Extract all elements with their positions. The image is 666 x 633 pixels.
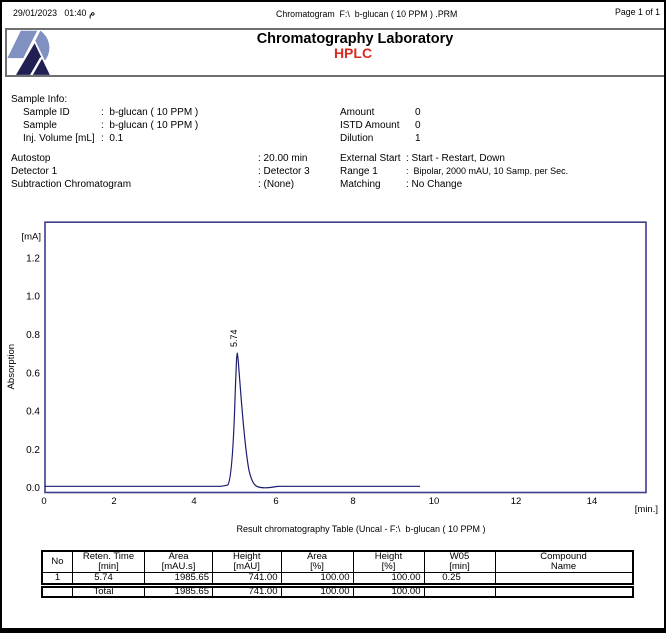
svg-text:0.4: 0.4: [26, 407, 40, 418]
svg-text:12: 12: [511, 496, 522, 507]
svg-text:Absorption: Absorption: [6, 344, 17, 389]
svg-text:0: 0: [41, 496, 46, 507]
svg-text:8: 8: [350, 496, 355, 507]
svg-text:1.0: 1.0: [26, 292, 40, 303]
svg-text:1.2: 1.2: [26, 253, 40, 264]
svg-text:5.74: 5.74: [229, 329, 239, 347]
svg-text:0.2: 0.2: [26, 445, 40, 456]
svg-text:[min.]: [min.]: [635, 504, 658, 515]
svg-text:0.6: 0.6: [26, 368, 40, 379]
svg-text:4: 4: [191, 496, 196, 507]
svg-text:6: 6: [273, 496, 278, 507]
svg-text:0.8: 0.8: [26, 330, 40, 341]
svg-text:[mA]: [mA]: [21, 232, 41, 243]
svg-text:0.0: 0.0: [26, 483, 40, 494]
svg-text:14: 14: [587, 496, 598, 507]
svg-text:2: 2: [111, 496, 116, 507]
svg-text:10: 10: [429, 496, 440, 507]
